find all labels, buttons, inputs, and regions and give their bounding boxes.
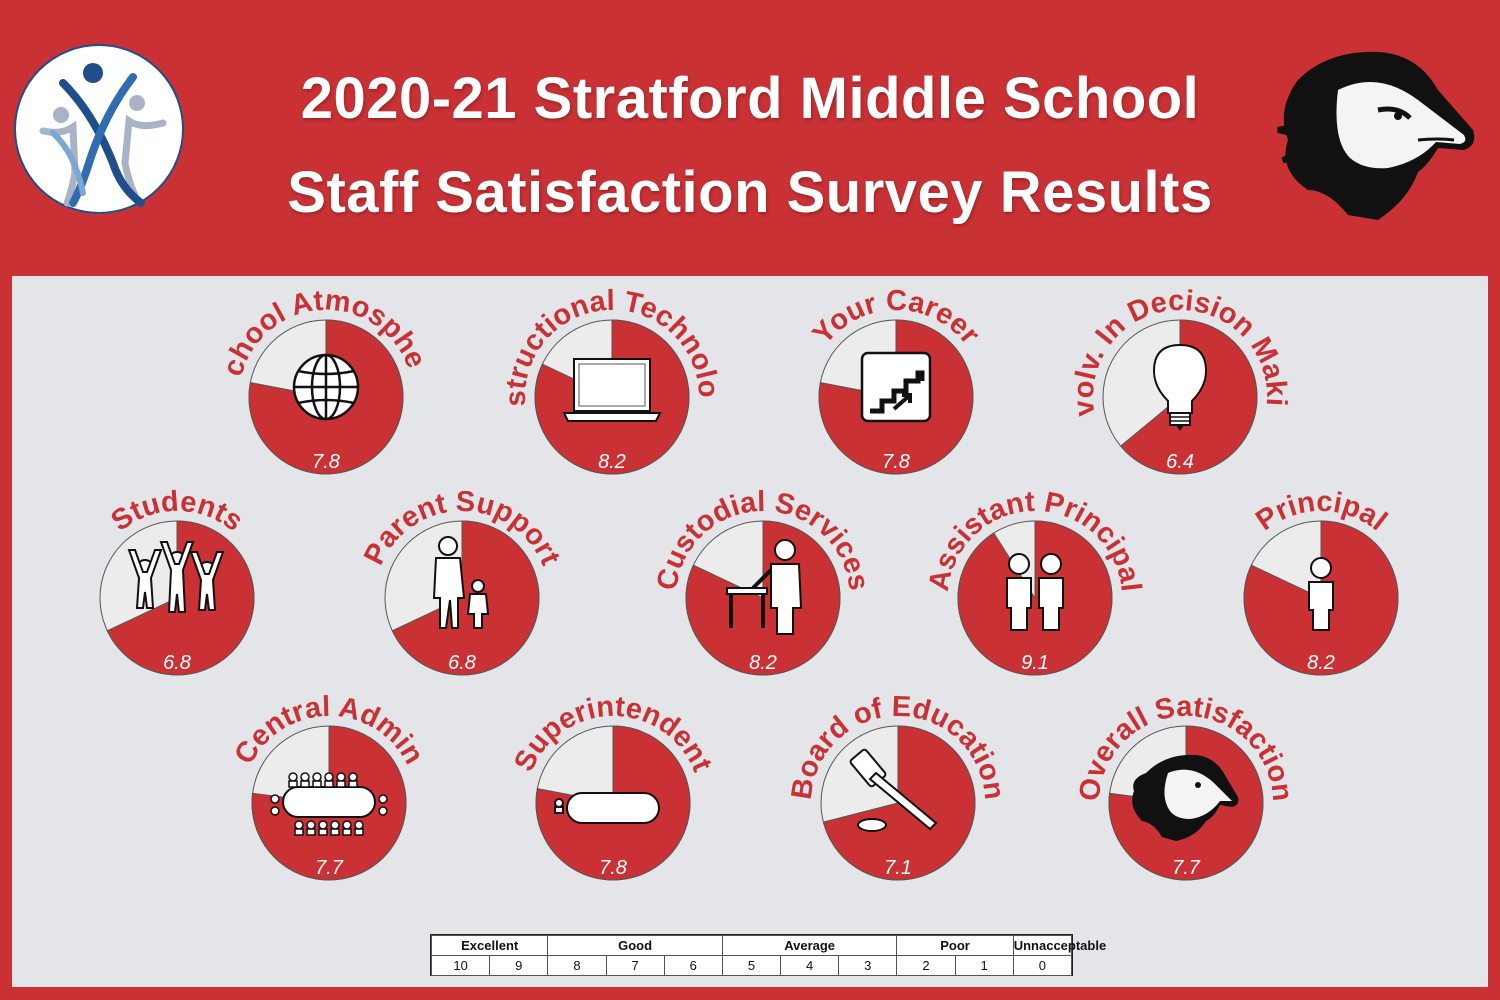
pie-value-label: 7.8 [599, 857, 627, 879]
pie-value-label: 7.7 [315, 857, 344, 879]
pie-value-label: 7.8 [882, 451, 910, 473]
meeting-table-icon [554, 792, 660, 824]
pie-slice [391, 520, 540, 676]
legend-number: 9 [489, 955, 549, 976]
legend-average: Average [721, 935, 898, 956]
legend-good: Good [547, 935, 723, 956]
person-icon [1308, 557, 1334, 631]
title-line-1: 2020-21 Stratford Middle School [300, 66, 1200, 131]
lightbulb-icon [1152, 343, 1208, 431]
pie-value-label: 7.1 [884, 857, 912, 879]
parent-child-icon [432, 536, 490, 629]
legend-number: 5 [721, 955, 782, 976]
rating-scale-legend: Excellent Good Average Poor Unnacceptabl… [430, 934, 1106, 976]
legend-number: 8 [547, 955, 607, 976]
people-figures-logo [13, 43, 185, 215]
pie-group: 7.8 School Atmosphere [0, 0, 432, 475]
pie-value-label: 7.8 [312, 451, 340, 473]
pie-value-label: 7.7 [1172, 857, 1201, 879]
pie-slice [248, 319, 404, 475]
pie-title-label: School Atmosphere [0, 0, 432, 380]
pie-value-label: 9.1 [1021, 652, 1049, 674]
pie-value-label: 6.8 [163, 652, 191, 674]
page-title: 2020-21 Stratford Middle School Staff Sa… [230, 52, 1270, 240]
laptop-icon [562, 358, 662, 422]
legend-number: 2 [896, 955, 956, 976]
legend-number: 3 [838, 955, 898, 976]
gavel-icon [849, 748, 938, 832]
title-line-2: Staff Satisfaction Survey Results [287, 160, 1213, 225]
pie-slice [535, 725, 691, 881]
custodian-icon [726, 539, 803, 635]
pie-slice [251, 725, 407, 881]
legend-number: 4 [780, 955, 840, 976]
header: 2020-21 Stratford Middle School Staff Sa… [0, 0, 1500, 262]
two-people-icon [1006, 553, 1064, 631]
legend-number: 6 [663, 955, 723, 976]
pie-value-label: 8.2 [598, 451, 626, 473]
globe-icon [292, 353, 360, 421]
conference-table-icon [270, 772, 388, 836]
pie-slice [818, 319, 974, 475]
stairs-icon [860, 351, 932, 423]
legend-poor: Poor [896, 935, 1014, 956]
legend-number: 10 [430, 955, 491, 976]
legend-number: 0 [1012, 955, 1073, 976]
pie-value-label: 8.2 [749, 652, 777, 674]
pie-value-label: 8.2 [1307, 652, 1335, 674]
legend-excellent: Excellent [430, 935, 549, 956]
legend-number: 7 [605, 955, 665, 976]
pie-slice [1108, 725, 1264, 881]
pie-value-label: 6.8 [448, 652, 476, 674]
mustang-icon [1132, 754, 1239, 841]
pie-slice [957, 520, 1113, 676]
legend-unacceptable: Unnacceptable [1012, 935, 1106, 956]
legend-number: 1 [954, 955, 1014, 976]
students-icon [127, 541, 225, 613]
mustang-mascot-logo [1268, 40, 1478, 225]
pie-value-label: 6.4 [1166, 451, 1194, 473]
